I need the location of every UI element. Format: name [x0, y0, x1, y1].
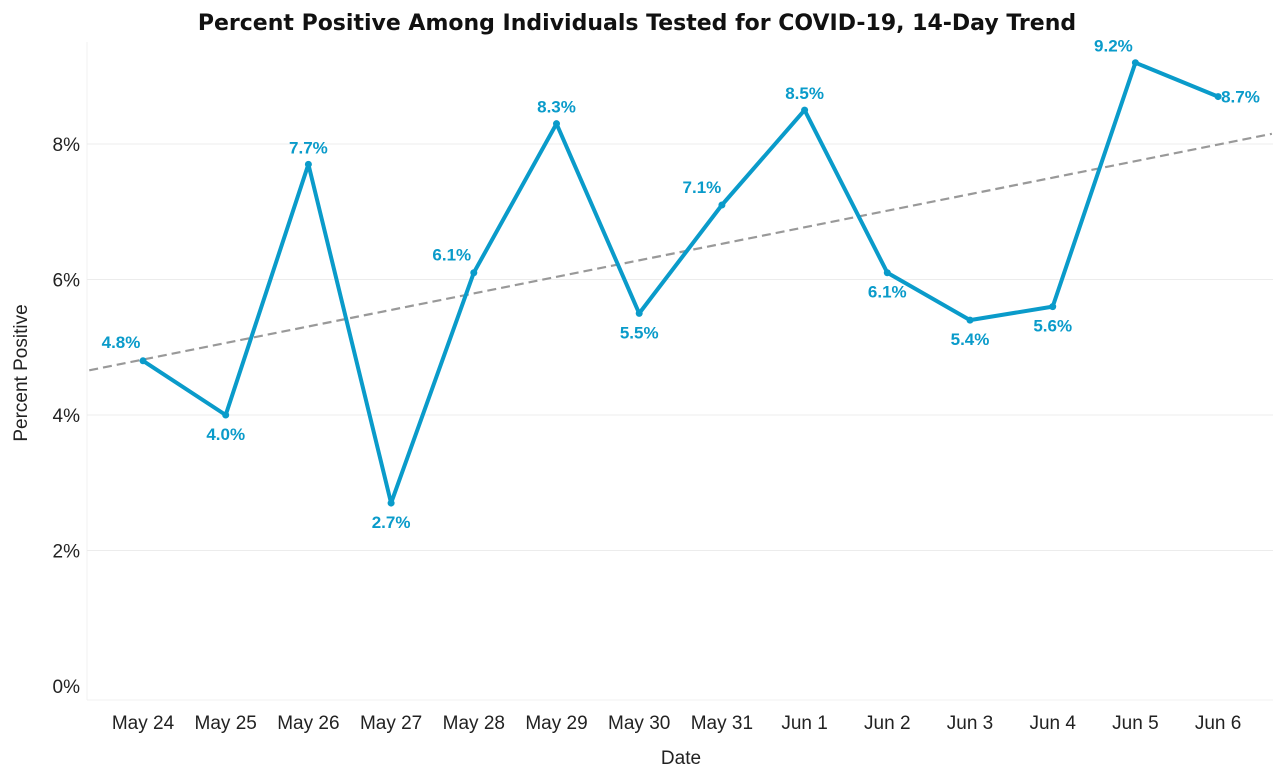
y-axis-title: Percent Positive — [11, 304, 32, 441]
data-point — [966, 316, 974, 324]
data-label: 8.7% — [1221, 88, 1260, 107]
trendline — [89, 132, 1273, 372]
data-point — [1131, 59, 1139, 67]
data-label: 4.0% — [206, 425, 245, 444]
data-point — [139, 357, 147, 365]
series-line — [141, 60, 1221, 506]
data-point — [553, 120, 560, 128]
x-tick-label: May 30 — [608, 713, 670, 734]
data-label: 6.1% — [432, 246, 471, 265]
data-point — [1214, 93, 1222, 101]
chart-title: Percent Positive Among Individuals Teste… — [198, 11, 1076, 36]
trendline-layer — [89, 132, 1273, 372]
data-point — [801, 106, 809, 114]
x-tick-label: Jun 4 — [1029, 713, 1076, 734]
data-label: 7.7% — [289, 138, 328, 157]
data-label: 2.7% — [372, 513, 411, 532]
data-label: 8.5% — [785, 84, 824, 103]
x-axis-title: Date — [661, 748, 701, 769]
x-tick-label: Jun 1 — [781, 713, 827, 734]
x-tick-label: Jun 2 — [864, 713, 910, 734]
data-point — [718, 201, 726, 209]
data-labels: 4.8% 4.0% 7.7% 2.7% 6.1% 8.3% 5.5% 7.1% 8.5% 6.1%… — [102, 37, 1260, 532]
x-tick-label: May 26 — [277, 713, 339, 734]
data-label: 4.8% — [102, 333, 141, 352]
data-point — [222, 411, 230, 419]
data-label: 6.1% — [868, 283, 907, 302]
data-label: 9.2% — [1094, 37, 1133, 56]
x-tick-label: May 31 — [691, 713, 753, 734]
data-label: 5.6% — [1033, 317, 1072, 336]
y-tick-label: 2% — [53, 542, 81, 563]
x-tick-label: May 28 — [443, 713, 505, 734]
data-point — [470, 269, 478, 277]
y-tick-label: 6% — [53, 271, 81, 292]
gridlines — [86, 42, 1273, 701]
data-point — [883, 269, 891, 277]
y-axis-ticks: 0% 2% 4% 6% 8% — [53, 135, 81, 698]
data-label: 8.3% — [537, 98, 576, 117]
x-tick-label: May 29 — [525, 713, 587, 734]
x-tick-label: Jun 3 — [947, 713, 993, 734]
y-tick-label: 0% — [53, 677, 81, 698]
data-label: 5.5% — [620, 323, 659, 342]
x-tick-label: May 25 — [195, 713, 257, 734]
x-tick-label: Jun 6 — [1195, 713, 1241, 734]
data-label: 7.1% — [683, 178, 722, 197]
data-point — [387, 499, 395, 507]
x-tick-label: Jun 5 — [1112, 713, 1158, 734]
x-tick-label: May 27 — [360, 713, 422, 734]
x-axis-ticks: May 24 May 25 May 26 May 27 May 28 May 29 May … — [112, 713, 1241, 734]
data-point — [1049, 303, 1057, 311]
series-layer — [139, 59, 1222, 507]
y-tick-label: 8% — [53, 135, 81, 156]
y-tick-label: 4% — [53, 406, 81, 427]
data-point — [304, 160, 312, 168]
data-point — [635, 309, 643, 317]
data-label: 5.4% — [951, 330, 990, 349]
x-tick-label: May 24 — [112, 713, 175, 734]
